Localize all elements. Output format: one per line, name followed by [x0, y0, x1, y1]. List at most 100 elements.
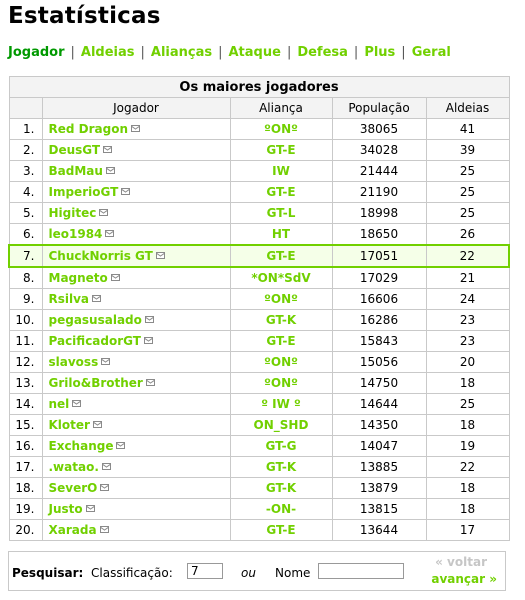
player-link[interactable]: Kloter	[48, 418, 90, 432]
message-icon[interactable]	[72, 400, 82, 407]
player-link[interactable]: ChuckNorris GT	[48, 249, 153, 263]
message-icon[interactable]	[92, 421, 102, 428]
alliance-link[interactable]: GT-E	[266, 185, 296, 199]
page-title: Estatísticas	[8, 3, 161, 29]
player-link[interactable]: nel	[48, 397, 70, 411]
next-link[interactable]: avançar »	[431, 572, 497, 586]
alliance-link[interactable]: GT-K	[265, 313, 297, 327]
row-alliance: GT-E	[229, 330, 333, 352]
player-link[interactable]: pegasusalado	[48, 313, 142, 327]
message-icon[interactable]	[92, 295, 102, 302]
alliance-link[interactable]: ºONº	[264, 355, 298, 369]
player-link[interactable]: Justo	[48, 502, 83, 516]
player-link[interactable]: Grilo&Brother	[48, 376, 143, 390]
player-link[interactable]: Rsilva	[48, 292, 90, 306]
nav-separator: |	[286, 45, 292, 60]
message-icon[interactable]	[85, 505, 95, 512]
message-icon[interactable]	[99, 209, 109, 216]
message-icon[interactable]	[101, 463, 111, 470]
message-icon[interactable]	[155, 252, 165, 259]
alliance-link[interactable]: GT-K	[265, 460, 297, 474]
message-icon[interactable]	[103, 146, 113, 153]
rank-label: Classificação:	[91, 566, 173, 580]
alliance-link[interactable]: GT-E	[266, 143, 296, 157]
name-input[interactable]	[318, 563, 404, 579]
alliance-link[interactable]: º IW º	[261, 397, 301, 411]
alliance-link[interactable]: ºONº	[264, 122, 298, 136]
nav-separator: |	[140, 45, 145, 60]
row-rank: 17.	[8, 456, 43, 478]
row-population: 34028	[331, 139, 427, 161]
row-population: 18650	[331, 223, 427, 246]
nav-plus[interactable]: Plus	[364, 45, 396, 60]
nav-separator: |	[218, 45, 223, 60]
alliance-link[interactable]: GT-K	[265, 481, 297, 495]
row-rank: 18.	[8, 477, 43, 499]
alliance-link[interactable]: ON_SHD	[253, 418, 309, 432]
nav-geral[interactable]: Geral	[411, 45, 451, 60]
table-row: 4. ImperioGT GT-E 21190 25	[8, 181, 510, 203]
message-icon[interactable]	[100, 484, 110, 491]
alliance-link[interactable]: -ON-	[265, 502, 297, 516]
player-link[interactable]: SeverO	[48, 481, 98, 495]
message-icon[interactable]	[105, 167, 115, 174]
row-alliance: GT-E	[229, 181, 333, 203]
player-link[interactable]: Xarada	[48, 523, 97, 537]
row-population: 14350	[331, 414, 427, 436]
player-link[interactable]: DeusGT	[48, 143, 101, 157]
row-rank: 1.	[8, 118, 43, 140]
row-villages: 39	[425, 139, 510, 161]
alliance-link[interactable]: ºONº	[264, 292, 298, 306]
message-icon[interactable]	[105, 230, 115, 237]
nav-defesa[interactable]: Defesa	[297, 45, 348, 60]
row-rank: 6.	[8, 223, 43, 246]
nav-jogador[interactable]: Jogador	[8, 45, 65, 60]
nav-alianas[interactable]: Alianças	[150, 45, 213, 60]
player-link[interactable]: Exchange	[48, 439, 114, 453]
player-link[interactable]: Red Dragon	[48, 122, 129, 136]
message-icon[interactable]	[116, 442, 126, 449]
player-link[interactable]: PacificadorGT	[48, 334, 141, 348]
message-icon[interactable]	[131, 125, 140, 132]
message-icon[interactable]	[110, 274, 120, 281]
alliance-link[interactable]: GT-E	[266, 249, 296, 263]
row-alliance: ºONº	[229, 288, 333, 310]
alliance-link[interactable]: GT-E	[266, 523, 296, 537]
alliance-link[interactable]: HT	[271, 227, 291, 241]
player-link[interactable]: ImperioGT	[48, 185, 119, 199]
message-icon[interactable]	[144, 316, 154, 323]
player-link[interactable]: leo1984	[48, 227, 103, 241]
alliance-link[interactable]: GT-E	[266, 334, 296, 348]
row-rank: 10.	[8, 309, 43, 331]
row-villages: 25	[425, 181, 510, 203]
message-icon[interactable]	[143, 337, 153, 344]
nav-ataque[interactable]: Ataque	[228, 45, 281, 60]
message-icon[interactable]	[99, 526, 109, 533]
rank-input[interactable]	[187, 563, 223, 579]
row-population: 13815	[331, 498, 427, 520]
player-link[interactable]: slavoss	[48, 355, 99, 369]
nav-aldeias[interactable]: Aldeias	[80, 45, 135, 60]
row-alliance: º IW º	[229, 393, 333, 415]
alliance-link[interactable]: GT-G	[265, 439, 297, 453]
player-link[interactable]: .watao.	[48, 460, 99, 474]
row-population: 14750	[331, 372, 427, 394]
table-row: 1. Red Dragon ºONº 38065 41	[8, 118, 510, 140]
row-player: Red Dragon	[41, 118, 231, 140]
row-alliance: HT	[229, 223, 333, 246]
message-icon[interactable]	[145, 379, 155, 386]
message-icon[interactable]	[101, 358, 111, 365]
alliance-link[interactable]: *ON*SdV	[251, 271, 311, 285]
row-villages: 41	[425, 118, 510, 140]
message-icon[interactable]	[121, 188, 131, 195]
alliance-link[interactable]: ºONº	[264, 376, 298, 390]
row-player: Magneto	[41, 266, 231, 289]
alliance-link[interactable]: IW	[272, 164, 290, 178]
player-link[interactable]: Magneto	[48, 271, 108, 285]
alliance-link[interactable]: GT-L	[266, 206, 296, 220]
row-villages: 20	[425, 351, 510, 373]
row-population: 38065	[331, 118, 427, 140]
header-villages: Aldeias	[425, 97, 510, 119]
player-link[interactable]: BadMau	[48, 164, 103, 178]
player-link[interactable]: Higitec	[48, 206, 97, 220]
